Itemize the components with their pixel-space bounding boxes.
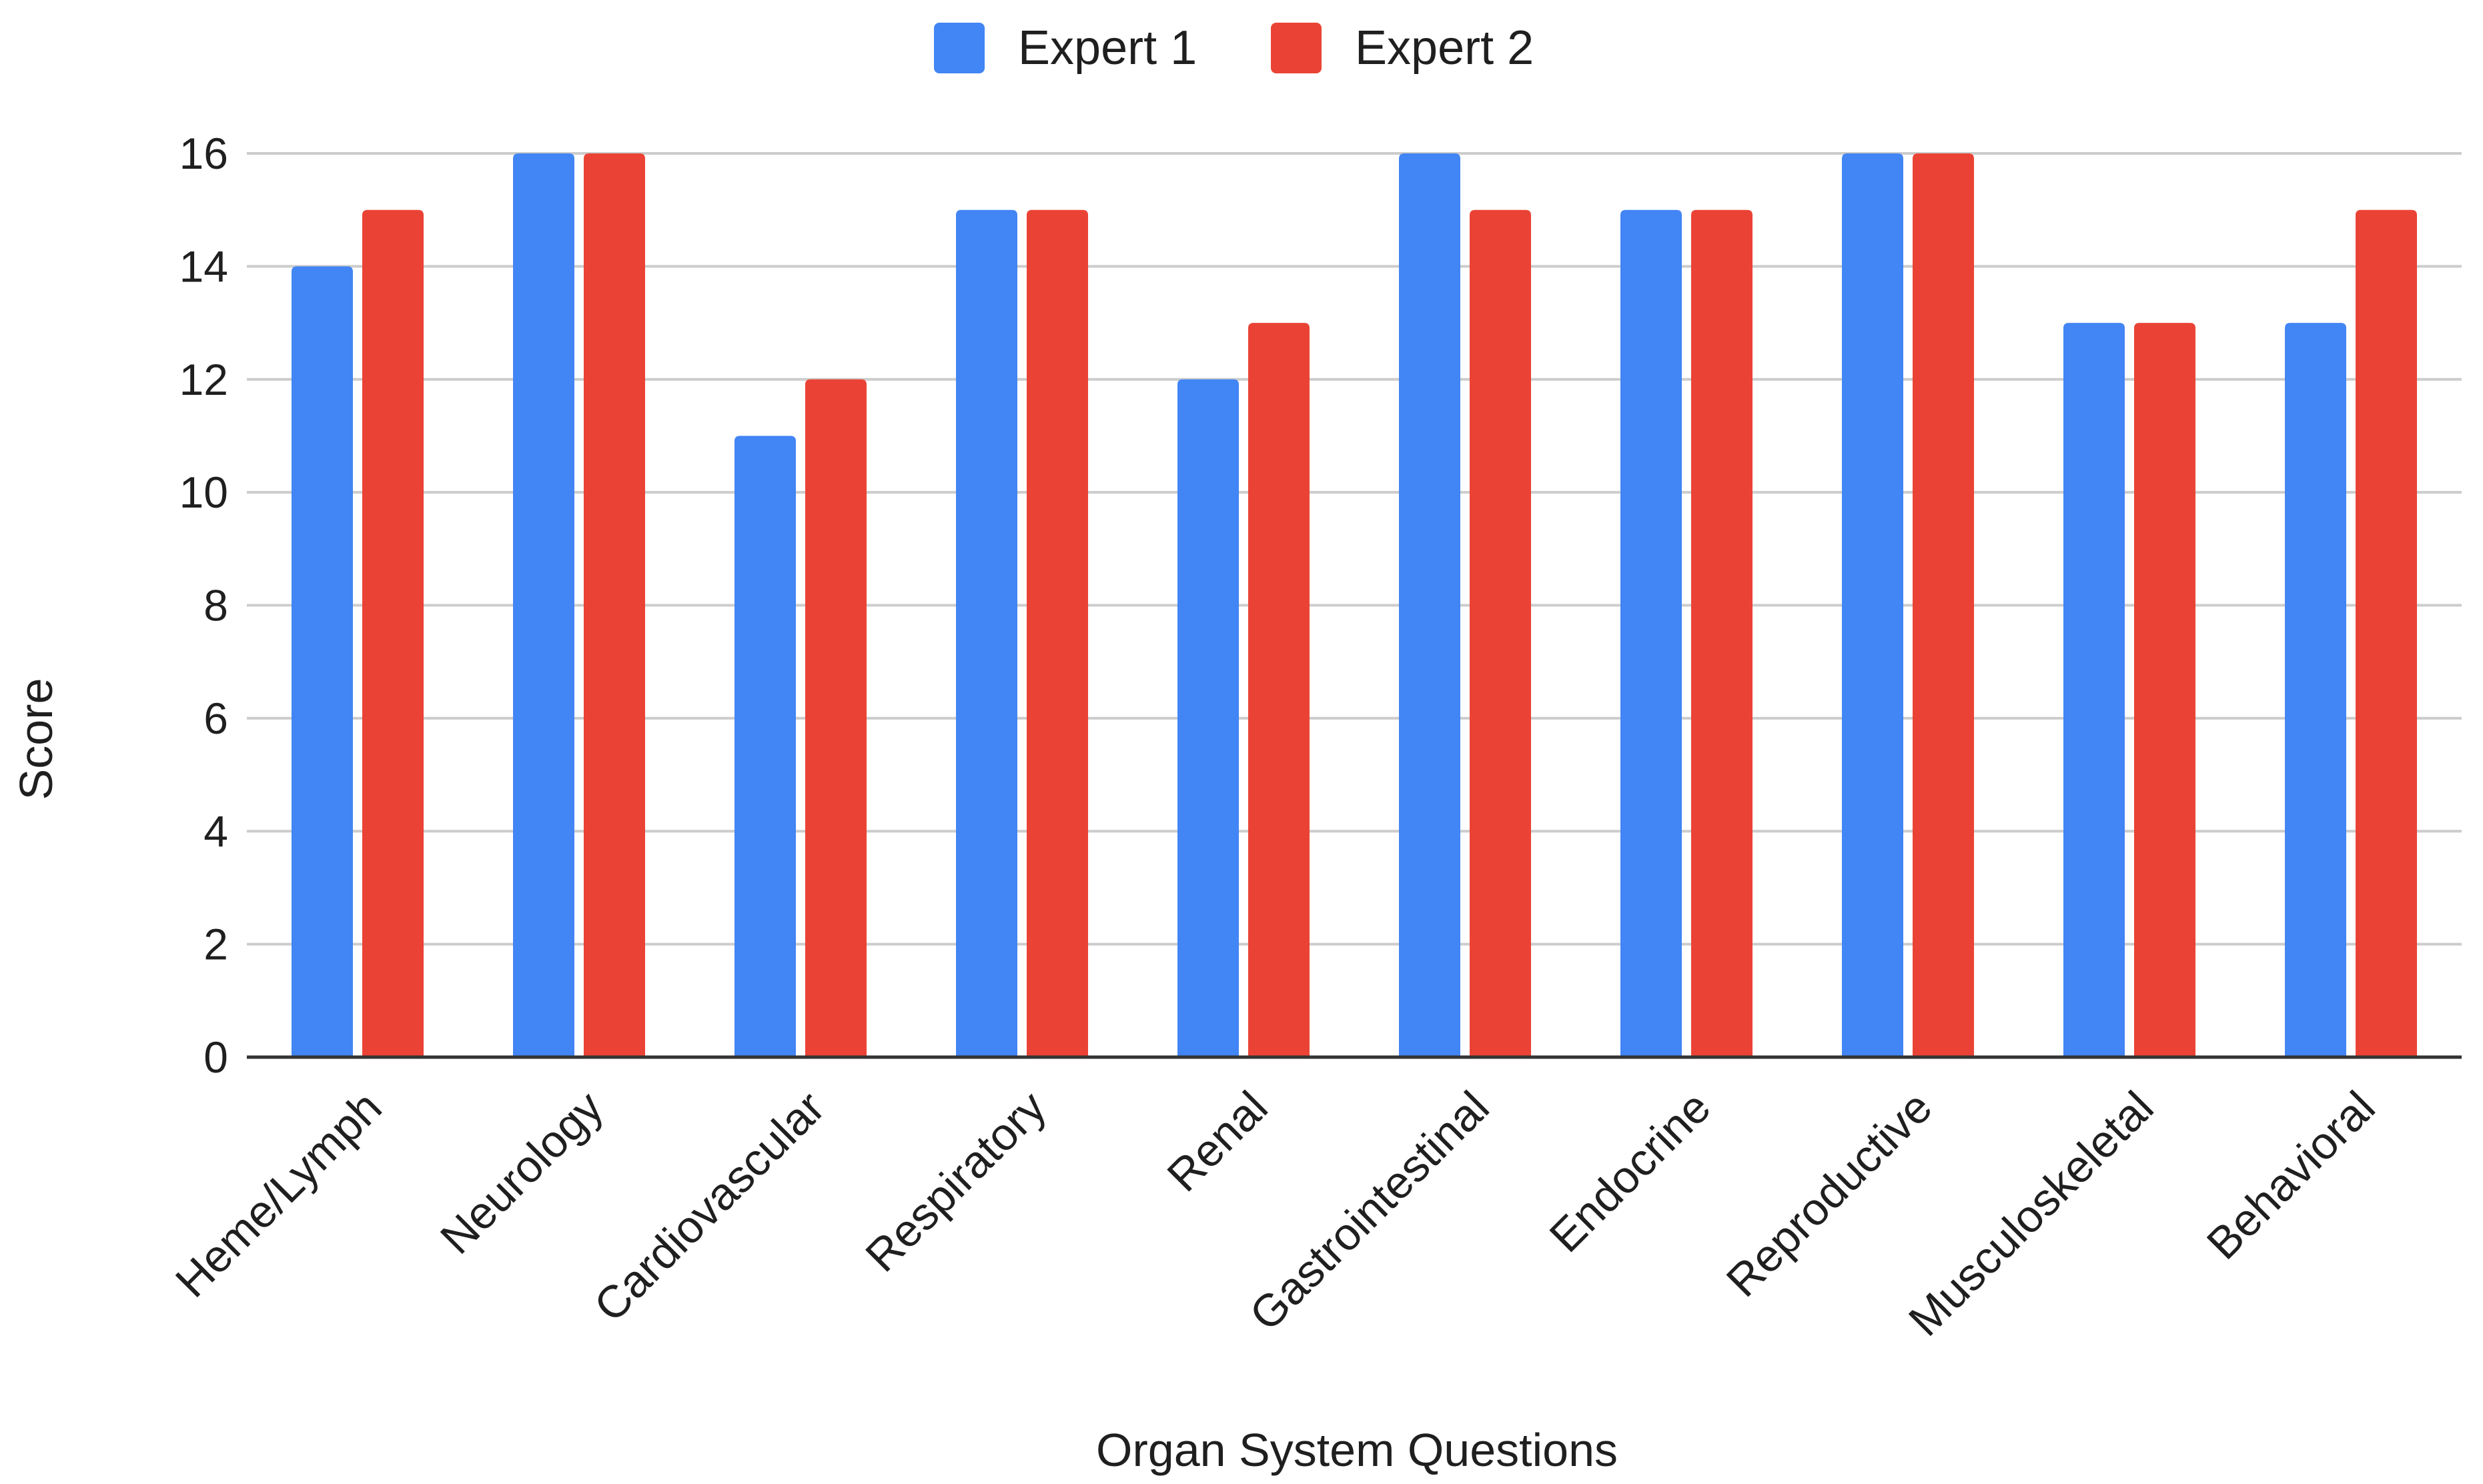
y-tick-label: 0 [203, 1032, 228, 1082]
bar-expert-1-endocrine[interactable]: Expert 1 – Endocrine: 15 [1620, 209, 1682, 1057]
y-tick-label: 4 [203, 806, 228, 856]
y-tick-label: 8 [203, 581, 228, 630]
legend: Expert 1 Expert 2 [934, 21, 1534, 75]
y-tick-label: 16 [179, 129, 228, 178]
x-tick-label: Neurology [431, 1082, 613, 1264]
x-tick-label: Musculoskeletal [1899, 1082, 2163, 1346]
legend-swatch [1271, 23, 1322, 73]
bar-expert-2-heme-lymph[interactable]: Expert 2 – Heme/Lymph: 15 [362, 209, 424, 1057]
legend-label: Expert 2 [1355, 21, 1534, 75]
y-tick-label: 2 [203, 920, 228, 969]
bar-expert-2-neurology[interactable]: Expert 2 – Neurology: 16 [584, 153, 645, 1057]
bar-expert-1-renal[interactable]: Expert 1 – Renal: 12 [1177, 379, 1239, 1057]
bar-expert-2-renal[interactable]: Expert 2 – Renal: 13 [1248, 323, 1310, 1057]
x-tick-label: Heme/Lymph [166, 1082, 392, 1307]
bars: Expert 1 – Heme/Lymph: 14Expert 2 – Heme… [292, 153, 2417, 1057]
legend-swatch [934, 23, 985, 73]
y-tick-label: 10 [179, 468, 228, 517]
bar-expert-1-musculoskeletal[interactable]: Expert 1 – Musculoskeletal: 13 [2063, 323, 2125, 1057]
x-tick-label: Respiratory [856, 1082, 1056, 1282]
x-tick-label: Gastrointestinal [1240, 1082, 1499, 1341]
bar-expert-2-endocrine[interactable]: Expert 2 – Endocrine: 15 [1691, 209, 1753, 1057]
x-axis-title: Organ System Questions [1096, 1424, 1618, 1476]
bar-expert-1-heme-lymph[interactable]: Expert 1 – Heme/Lymph: 14 [292, 266, 353, 1057]
bar-expert-2-musculoskeletal[interactable]: Expert 2 – Musculoskeletal: 13 [2134, 323, 2195, 1057]
y-tick-label: 12 [179, 355, 228, 404]
x-tick-label: Cardiovascular [584, 1082, 834, 1331]
bar-expert-2-cardiovascular[interactable]: Expert 2 – Cardiovascular: 12 [805, 379, 867, 1057]
bar-expert-2-behavioral[interactable]: Expert 2 – Behavioral: 15 [2356, 209, 2417, 1057]
bar-expert-1-reproductive[interactable]: Expert 1 – Reproductive: 16 [1842, 153, 1903, 1057]
y-axis-ticks: 0 2 4 6 8 10 12 14 16 [179, 129, 228, 1082]
bar-expert-2-reproductive[interactable]: Expert 2 – Reproductive: 16 [1913, 153, 1974, 1057]
legend-label: Expert 1 [1018, 21, 1197, 75]
x-tick-label: Behavioral [2197, 1082, 2385, 1269]
x-tick-label: Endocrine [1540, 1082, 1720, 1262]
bar-expert-2-respiratory[interactable]: Expert 2 – Respiratory: 15 [1027, 209, 1088, 1057]
x-tick-label: Reproductive [1717, 1082, 1942, 1307]
bar-expert-1-cardiovascular[interactable]: Expert 1 – Cardiovascular: 11 [734, 436, 796, 1057]
legend-item-expert-2[interactable]: Expert 2 [1271, 21, 1534, 75]
y-tick-label: 6 [203, 694, 228, 743]
y-axis-title: Score [10, 678, 62, 800]
bar-expert-1-respiratory[interactable]: Expert 1 – Respiratory: 15 [956, 209, 1017, 1057]
bar-expert-1-behavioral[interactable]: Expert 1 – Behavioral: 13 [2285, 323, 2346, 1057]
bar-expert-1-neurology[interactable]: Expert 1 – Neurology: 16 [513, 153, 574, 1057]
x-tick-label: Renal [1157, 1082, 1277, 1201]
gridlines [247, 152, 2462, 946]
y-tick-label: 14 [179, 241, 228, 291]
legend-item-expert-1[interactable]: Expert 1 [934, 21, 1197, 75]
bar-expert-1-gastrointestinal[interactable]: Expert 1 – Gastrointestinal: 16 [1399, 153, 1460, 1057]
bar-expert-2-gastrointestinal[interactable]: Expert 2 – Gastrointestinal: 15 [1470, 209, 1531, 1057]
